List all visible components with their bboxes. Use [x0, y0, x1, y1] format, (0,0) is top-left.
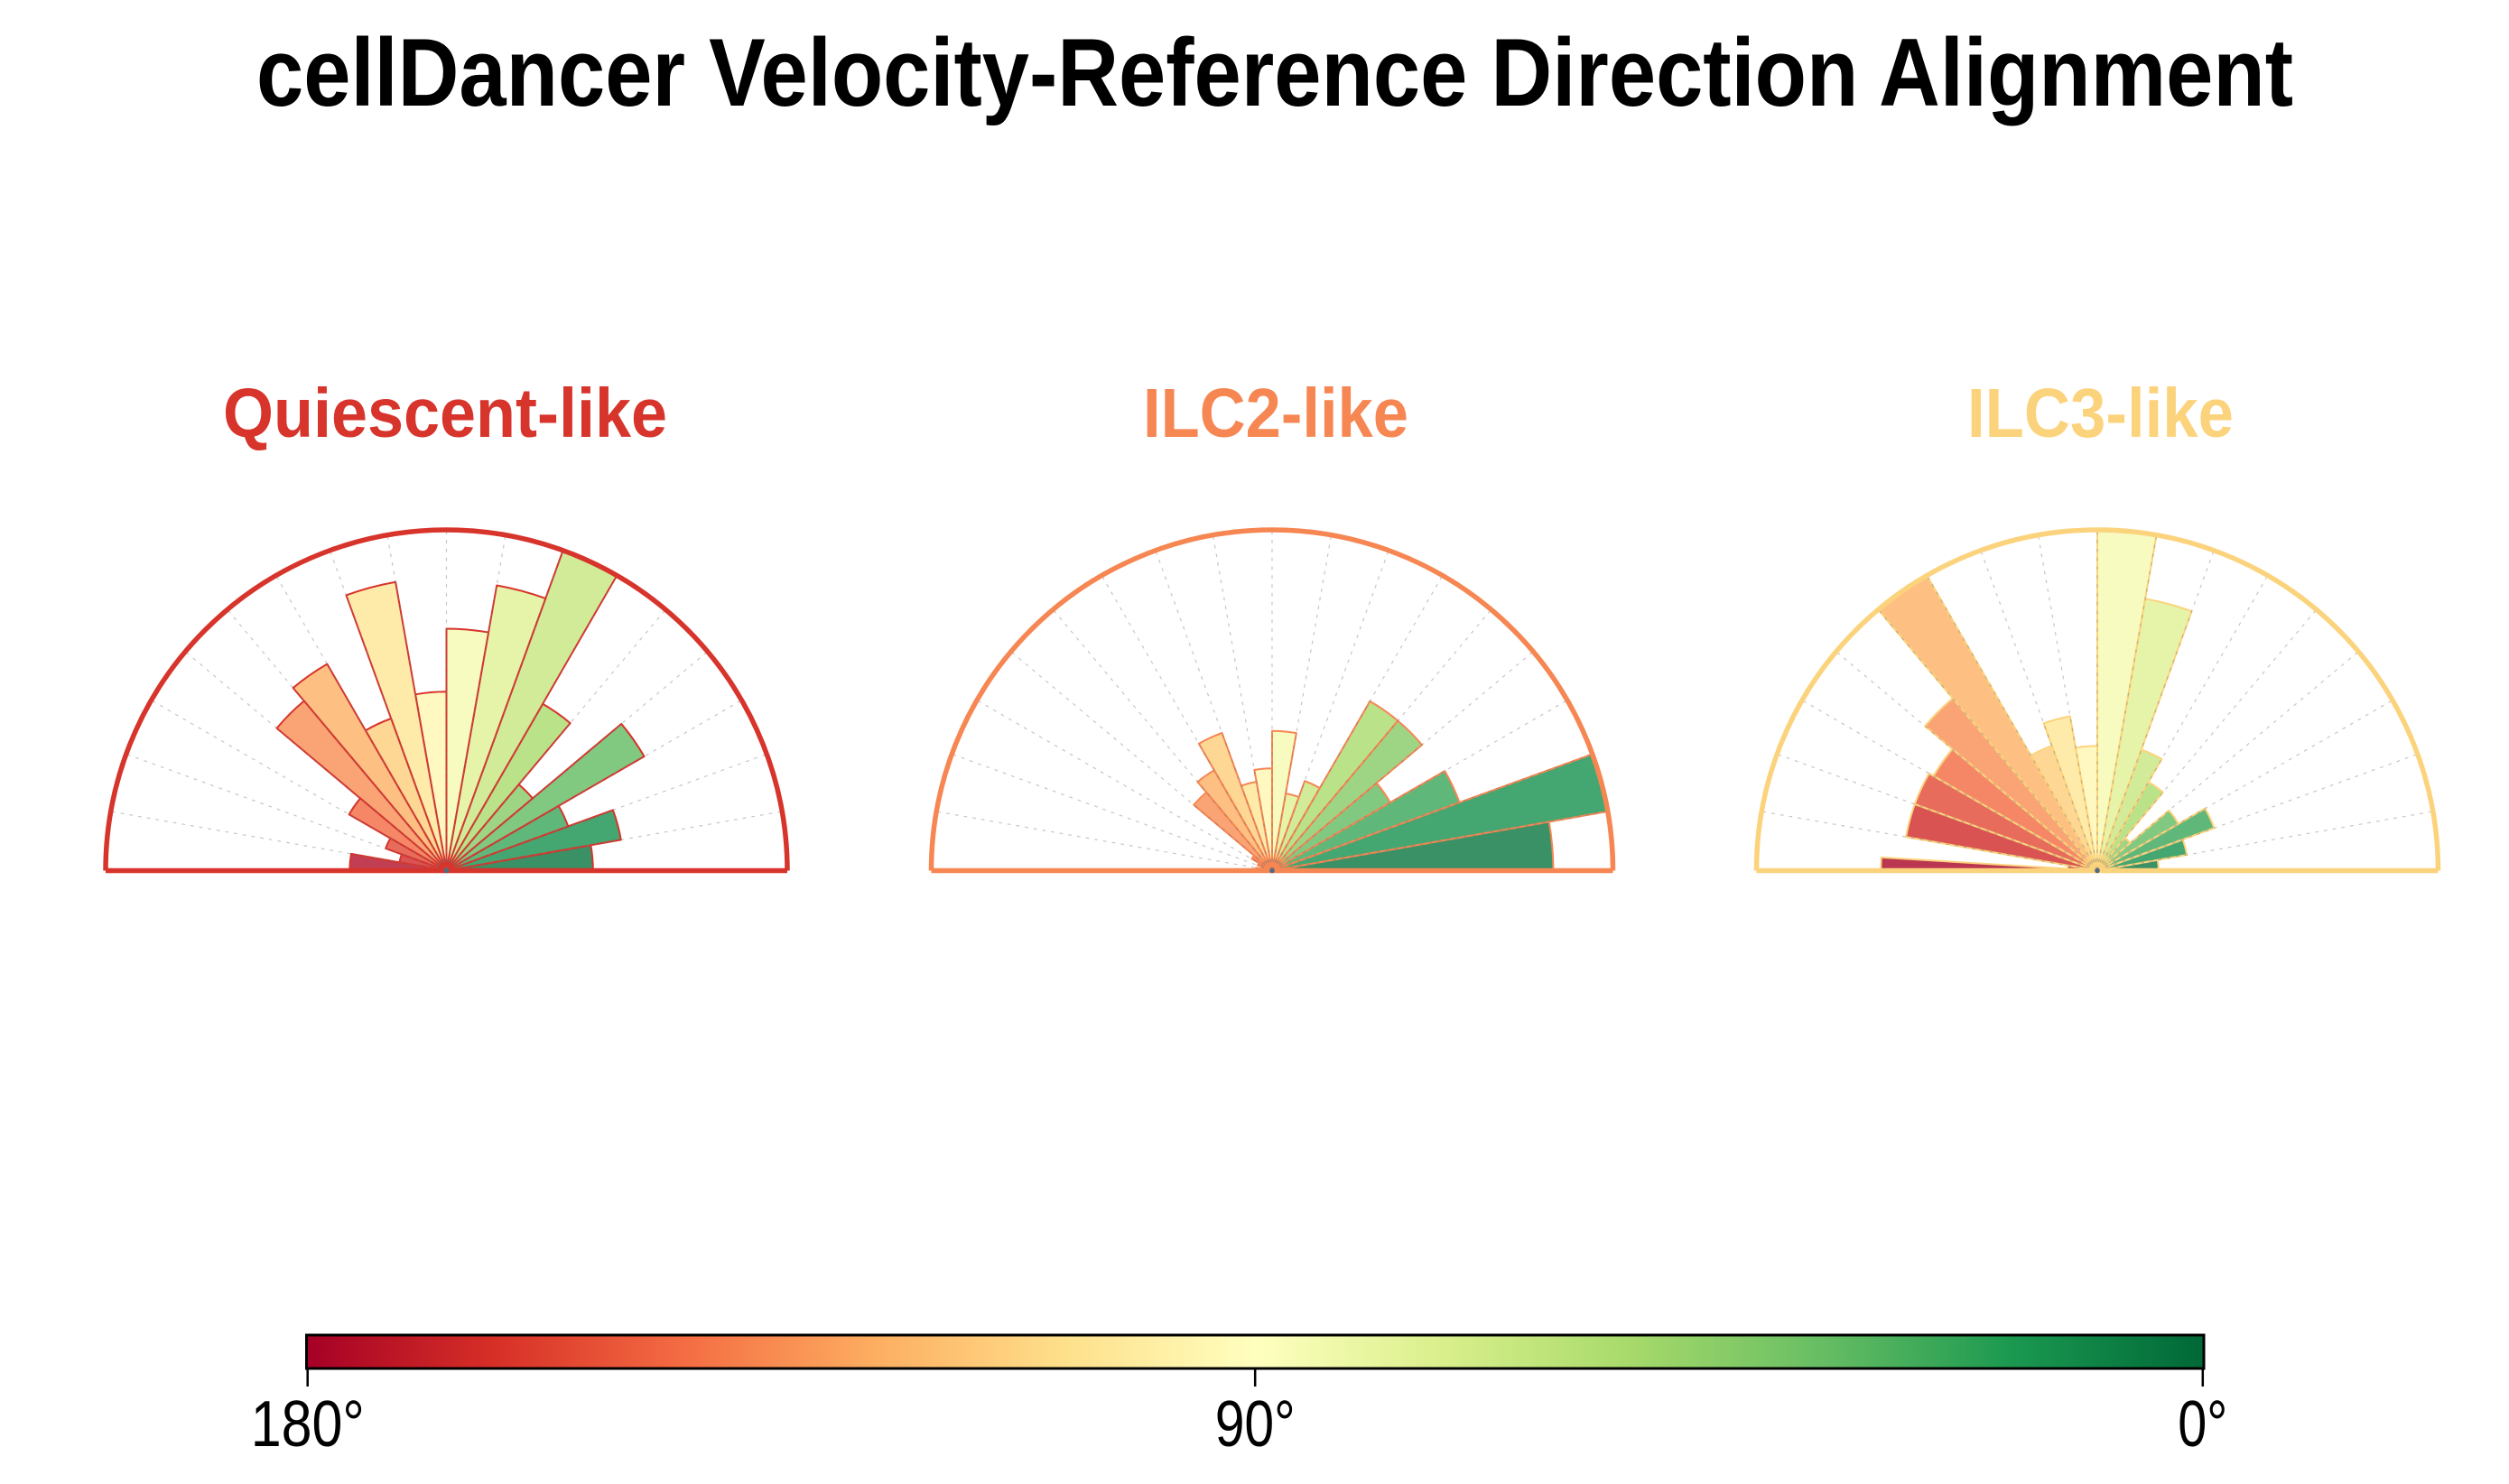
svg-text:90°: 90° — [1215, 1388, 1296, 1461]
svg-text:cellDancer Velocity-Reference: cellDancer Velocity-Reference Direction … — [256, 18, 2293, 126]
svg-text:ILC2-like: ILC2-like — [1143, 375, 1408, 452]
svg-text:ILC3-like: ILC3-like — [1967, 375, 2234, 452]
svg-text:0°: 0° — [2178, 1388, 2227, 1461]
svg-text:180°: 180° — [251, 1388, 365, 1461]
svg-text:Quiescent-like: Quiescent-like — [223, 375, 667, 452]
